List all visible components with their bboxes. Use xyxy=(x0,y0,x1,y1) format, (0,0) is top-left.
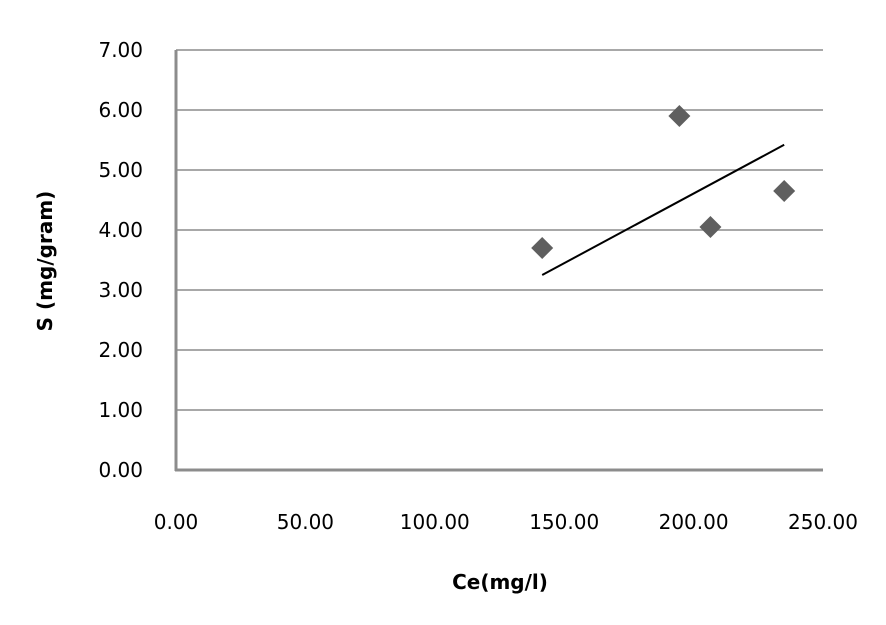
x-tick-label: 50.00 xyxy=(277,510,334,534)
x-tick-label: 250.00 xyxy=(788,510,858,534)
y-tick-label: 7.00 xyxy=(98,38,143,62)
grid-lines xyxy=(176,49,823,411)
y-tick-label: 4.00 xyxy=(98,218,143,242)
x-tick-label: 100.00 xyxy=(400,510,470,534)
data-point xyxy=(531,237,554,259)
y-tick-label: 2.00 xyxy=(98,338,143,362)
y-tick-label: 6.00 xyxy=(98,98,143,122)
x-axis-title: Ce(mg/l) xyxy=(452,570,548,594)
trendline-group xyxy=(541,143,785,276)
data-point xyxy=(699,216,722,238)
trendline xyxy=(541,143,785,276)
axes xyxy=(174,50,823,472)
y-axis-title: S (mg/gram) xyxy=(33,191,57,332)
y-tick-label: 0.00 xyxy=(98,458,143,482)
x-tick-label: 150.00 xyxy=(529,510,599,534)
x-tick-labels: 0.00 50.00 100.00 150.00 200.00 250.00 xyxy=(154,510,858,534)
data-point xyxy=(668,105,691,127)
y-tick-labels: 0.00 1.00 2.00 3.00 4.00 5.00 6.00 7.00 xyxy=(98,38,143,482)
y-tick-label: 3.00 xyxy=(98,278,143,302)
data-points xyxy=(531,105,796,259)
y-tick-label: 5.00 xyxy=(98,158,143,182)
x-tick-label: 200.00 xyxy=(659,510,729,534)
x-tick-label: 0.00 xyxy=(154,510,199,534)
y-tick-label: 1.00 xyxy=(98,398,143,422)
data-point xyxy=(773,180,796,202)
